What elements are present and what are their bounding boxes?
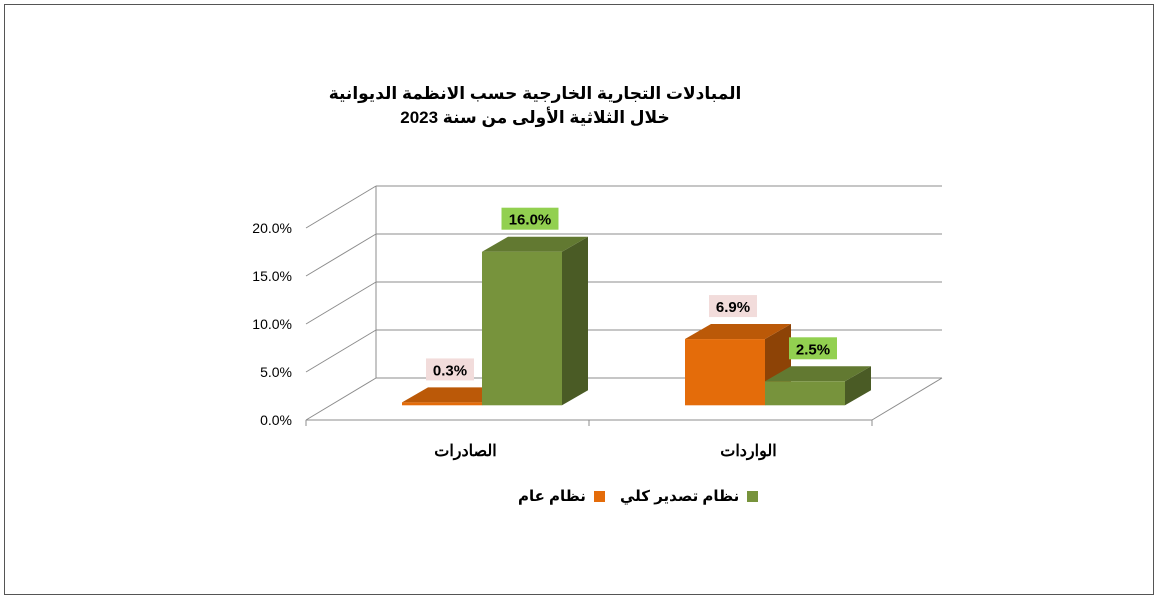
gridline-side — [305, 329, 377, 373]
legend-swatch-general-system — [593, 490, 605, 502]
x-category-label: الصادرات — [434, 443, 496, 461]
legend-swatch-total-export — [747, 490, 759, 502]
legend-item-general-system: نظام عام — [518, 486, 605, 506]
chart-subtitle: خلال الثلاثية الأولى من سنة 2023 — [400, 108, 670, 127]
gridline-side — [305, 281, 377, 325]
bar-top — [402, 387, 508, 403]
floor-edge-right — [871, 377, 943, 421]
y-tick-label: 10.0% — [252, 316, 292, 332]
y-tick-label: 0.0% — [260, 412, 292, 428]
legend-item-total-export: نظام تصدير كلي — [620, 486, 759, 506]
gridline-side — [305, 233, 377, 277]
legend-label-total-export: نظام تصدير كلي — [620, 488, 740, 505]
bar-top — [685, 324, 791, 340]
chart-title: المبادلات التجارية الخارجية حسب الانظمة … — [328, 84, 742, 103]
y-tick-label: 5.0% — [260, 364, 292, 380]
bar-top — [765, 366, 871, 382]
gridline-side — [305, 185, 377, 229]
bar-side — [845, 366, 871, 406]
legend-label-general-system: نظام عام — [518, 488, 586, 505]
data-label: 2.5% — [796, 341, 830, 358]
data-label-bg — [501, 207, 559, 230]
data-label: 6.9% — [716, 299, 750, 316]
data-label-bg — [709, 295, 757, 318]
bar — [402, 402, 482, 406]
data-label: 16.0% — [509, 212, 552, 229]
bar — [765, 381, 845, 406]
bar-top — [482, 236, 588, 252]
x-category-label: الواردات — [720, 443, 776, 461]
bar — [482, 251, 562, 406]
data-label-bg — [426, 358, 474, 381]
bar-side — [562, 236, 588, 406]
bar — [685, 339, 765, 406]
y-tick-label: 20.0% — [252, 220, 292, 236]
y-tick-label: 15.0% — [252, 268, 292, 284]
data-label: 0.3% — [433, 362, 467, 379]
gridline-side — [305, 377, 377, 421]
data-label-bg — [789, 337, 837, 360]
